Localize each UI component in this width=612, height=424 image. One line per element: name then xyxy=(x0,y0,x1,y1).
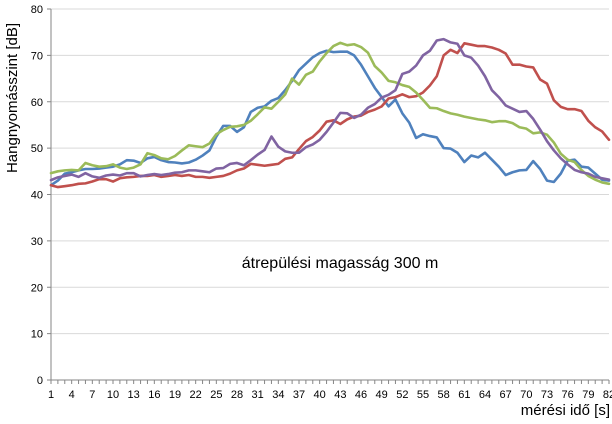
y-tick-label: 20 xyxy=(31,282,43,294)
gridlines xyxy=(51,8,609,335)
x-tick-label: 46 xyxy=(355,389,367,401)
x-tick-label: 82 xyxy=(603,389,612,401)
y-tick-label: 60 xyxy=(31,97,43,109)
x-tick-label: 70 xyxy=(520,389,532,401)
y-tick-label: 50 xyxy=(31,143,43,155)
x-tick-label: 40 xyxy=(314,389,326,401)
x-tick-label: 58 xyxy=(438,389,450,401)
x-tick-label: 16 xyxy=(148,389,160,401)
x-tick-label: 52 xyxy=(396,389,408,401)
x-tick-label: 31 xyxy=(252,389,264,401)
x-tick-label: 49 xyxy=(376,389,388,401)
y-tick-label: 70 xyxy=(31,50,43,62)
x-tick-label: 73 xyxy=(541,389,553,401)
chart-annotation: átrepülési magasság 300 m xyxy=(242,255,439,272)
series-line-4 xyxy=(49,37,611,182)
x-tick-label: 61 xyxy=(458,389,470,401)
x-tick-label: 7 xyxy=(89,389,95,401)
y-tick-label: 80 xyxy=(31,4,43,16)
y-tick-label: 0 xyxy=(37,375,43,387)
x-tick-label: 55 xyxy=(417,389,429,401)
x-tick-label: 34 xyxy=(272,389,284,401)
x-tick-label: 37 xyxy=(293,389,305,401)
x-tick-label: 43 xyxy=(334,389,346,401)
x-axis-title: mérési idő [s] xyxy=(521,402,610,419)
x-tick-label: 28 xyxy=(231,389,243,401)
y-tick-label: 10 xyxy=(31,329,43,341)
x-tick-labels: 1 4 7 10 13 16 19 22 25 28 31 34 37 40 43 46 49 52 55 58 61 6… xyxy=(48,389,612,401)
series-lines xyxy=(49,37,611,189)
x-tick-label: 19 xyxy=(169,389,181,401)
series-line-3 xyxy=(49,41,611,186)
x-tick-label: 4 xyxy=(69,389,75,401)
x-tick-label: 64 xyxy=(479,389,491,401)
x-tick-label: 79 xyxy=(582,389,594,401)
x-tick-label: 76 xyxy=(562,389,574,401)
x-tick-label: 67 xyxy=(500,389,512,401)
x-tick-label: 22 xyxy=(190,389,202,401)
x-tick-label: 13 xyxy=(128,389,140,401)
y-tick-labels: 0 10 20 30 40 50 60 70 80 xyxy=(31,4,43,387)
y-tick-label: 40 xyxy=(31,190,43,202)
y-axis-title: Hangnyomásszint [dB] xyxy=(4,23,21,173)
axes xyxy=(47,8,610,384)
x-tick-label: 1 xyxy=(48,389,54,401)
x-tick-label: 10 xyxy=(107,389,119,401)
y-tick-label: 30 xyxy=(31,236,43,248)
x-tick-label: 25 xyxy=(210,389,222,401)
